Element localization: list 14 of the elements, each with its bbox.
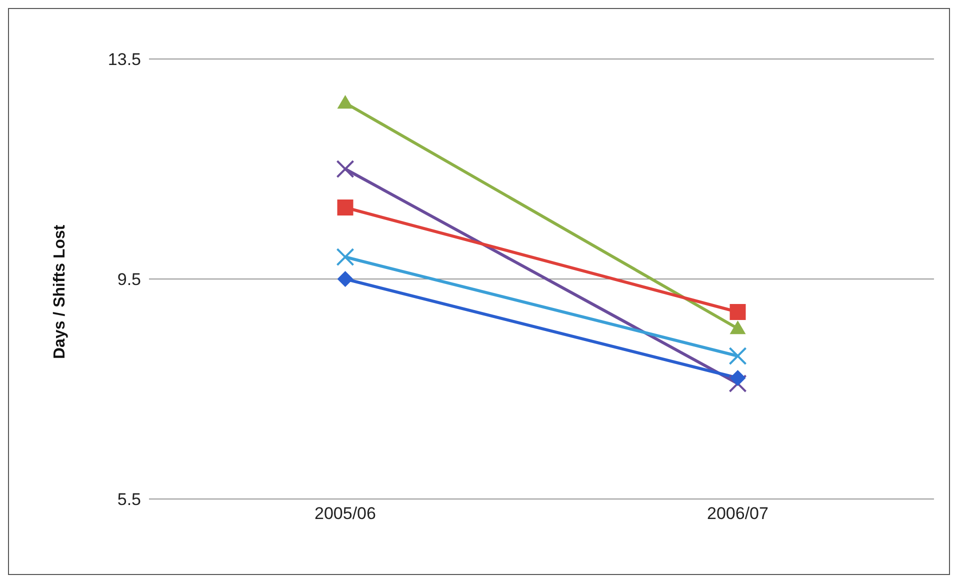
point [730, 370, 746, 386]
point [337, 271, 354, 287]
y-tick-label: 5.5 [117, 490, 141, 510]
y-tick-label: 9.5 [117, 270, 141, 290]
point [336, 248, 354, 266]
y-axis-title: Days / Shifts Lost [52, 224, 69, 359]
point [728, 347, 747, 365]
x-tick-label: 2005/06 [314, 504, 376, 524]
y-tick-label: 13.5 [108, 50, 141, 70]
point [337, 200, 354, 216]
x-tick-label: 2006/07 [707, 504, 768, 524]
point [730, 304, 746, 320]
point [728, 374, 747, 392]
point [336, 160, 354, 178]
